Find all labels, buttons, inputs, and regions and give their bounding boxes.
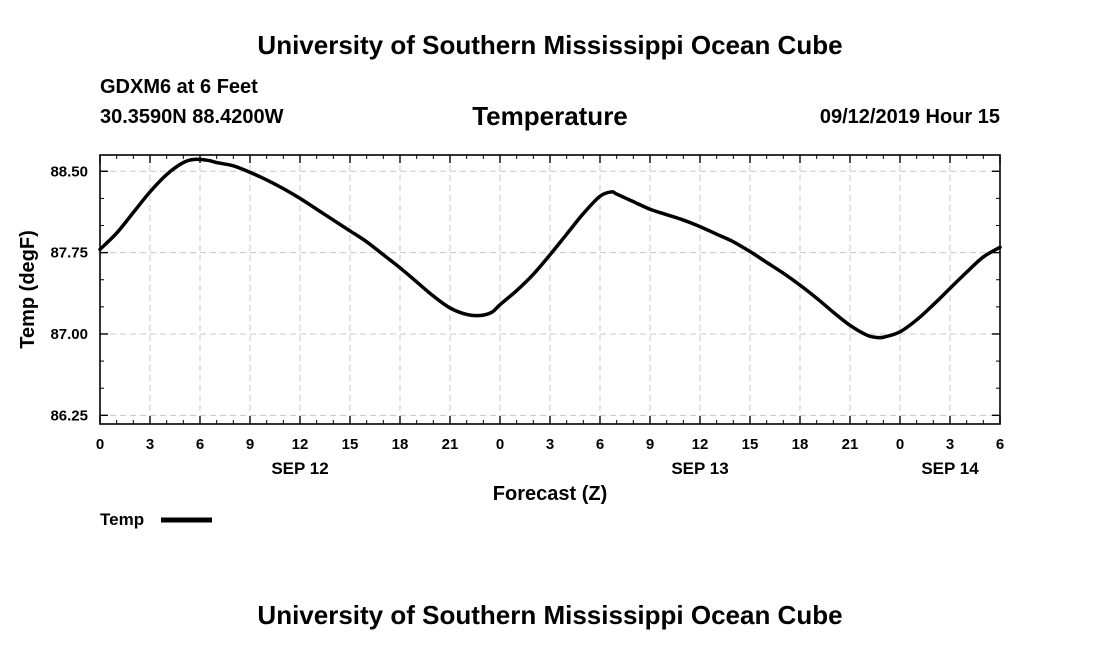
station-name: GDXM6 at 6 Feet: [100, 76, 258, 98]
x-tick-label: 9: [646, 436, 654, 453]
x-tick-label: 21: [442, 436, 459, 453]
x-tick-label: 0: [96, 436, 104, 453]
chart-title: Temperature: [472, 101, 628, 131]
x-tick-label: 12: [692, 436, 709, 453]
x-tick-label: 18: [792, 436, 809, 453]
date-label: SEP 14: [921, 459, 979, 478]
x-tick-label: 15: [342, 436, 359, 453]
y-axis-label: Temp (degF): [17, 230, 39, 349]
y-tick-label: 87.00: [50, 326, 88, 343]
x-tick-label: 0: [896, 436, 904, 453]
y-tick-label: 87.75: [50, 245, 88, 262]
temp-series-line: [98, 157, 1002, 340]
x-tick-label: 6: [196, 436, 204, 453]
x-tick-label: 12: [292, 436, 309, 453]
x-tick-label: 21: [842, 436, 859, 453]
header-title: University of Southern Mississippi Ocean…: [257, 30, 843, 60]
legend: Temp: [100, 510, 212, 529]
x-tick-label: 18: [392, 436, 409, 453]
plot-frame: [99, 154, 1001, 425]
y-tick-label: 88.50: [50, 163, 88, 180]
station-coordinates: 30.3590N 88.4200W: [100, 106, 284, 128]
x-tick-label: 6: [996, 436, 1004, 453]
y-tick-label: 86.25: [50, 407, 88, 424]
x-tick-label: 0: [496, 436, 504, 453]
x-tick-label: 3: [146, 436, 154, 453]
x-tick-label: 9: [246, 436, 254, 453]
footer-title: University of Southern Mississippi Ocean…: [257, 600, 843, 630]
date-label: SEP 13: [671, 459, 728, 478]
x-tick-label: 6: [596, 436, 604, 453]
grid-layer: [100, 155, 1000, 424]
x-tick-label: 3: [546, 436, 554, 453]
x-tick-label: 3: [946, 436, 954, 453]
x-axis-label: Forecast (Z): [493, 483, 607, 505]
x-axis-ticks: 0 3 6 9 12 15 18 21 0 3 6 9 12 15 18 21 0 3 6: [96, 155, 1004, 453]
y-axis-ticks: 86.25 87.00 87.75 88.50: [50, 163, 1000, 424]
run-time: 09/12/2019 Hour 15: [819, 106, 1000, 128]
legend-label-temp: Temp: [100, 510, 144, 529]
x-tick-label: 15: [742, 436, 759, 453]
date-label: SEP 12: [271, 459, 328, 478]
date-labels: SEP 12 SEP 13 SEP 14: [271, 459, 979, 478]
